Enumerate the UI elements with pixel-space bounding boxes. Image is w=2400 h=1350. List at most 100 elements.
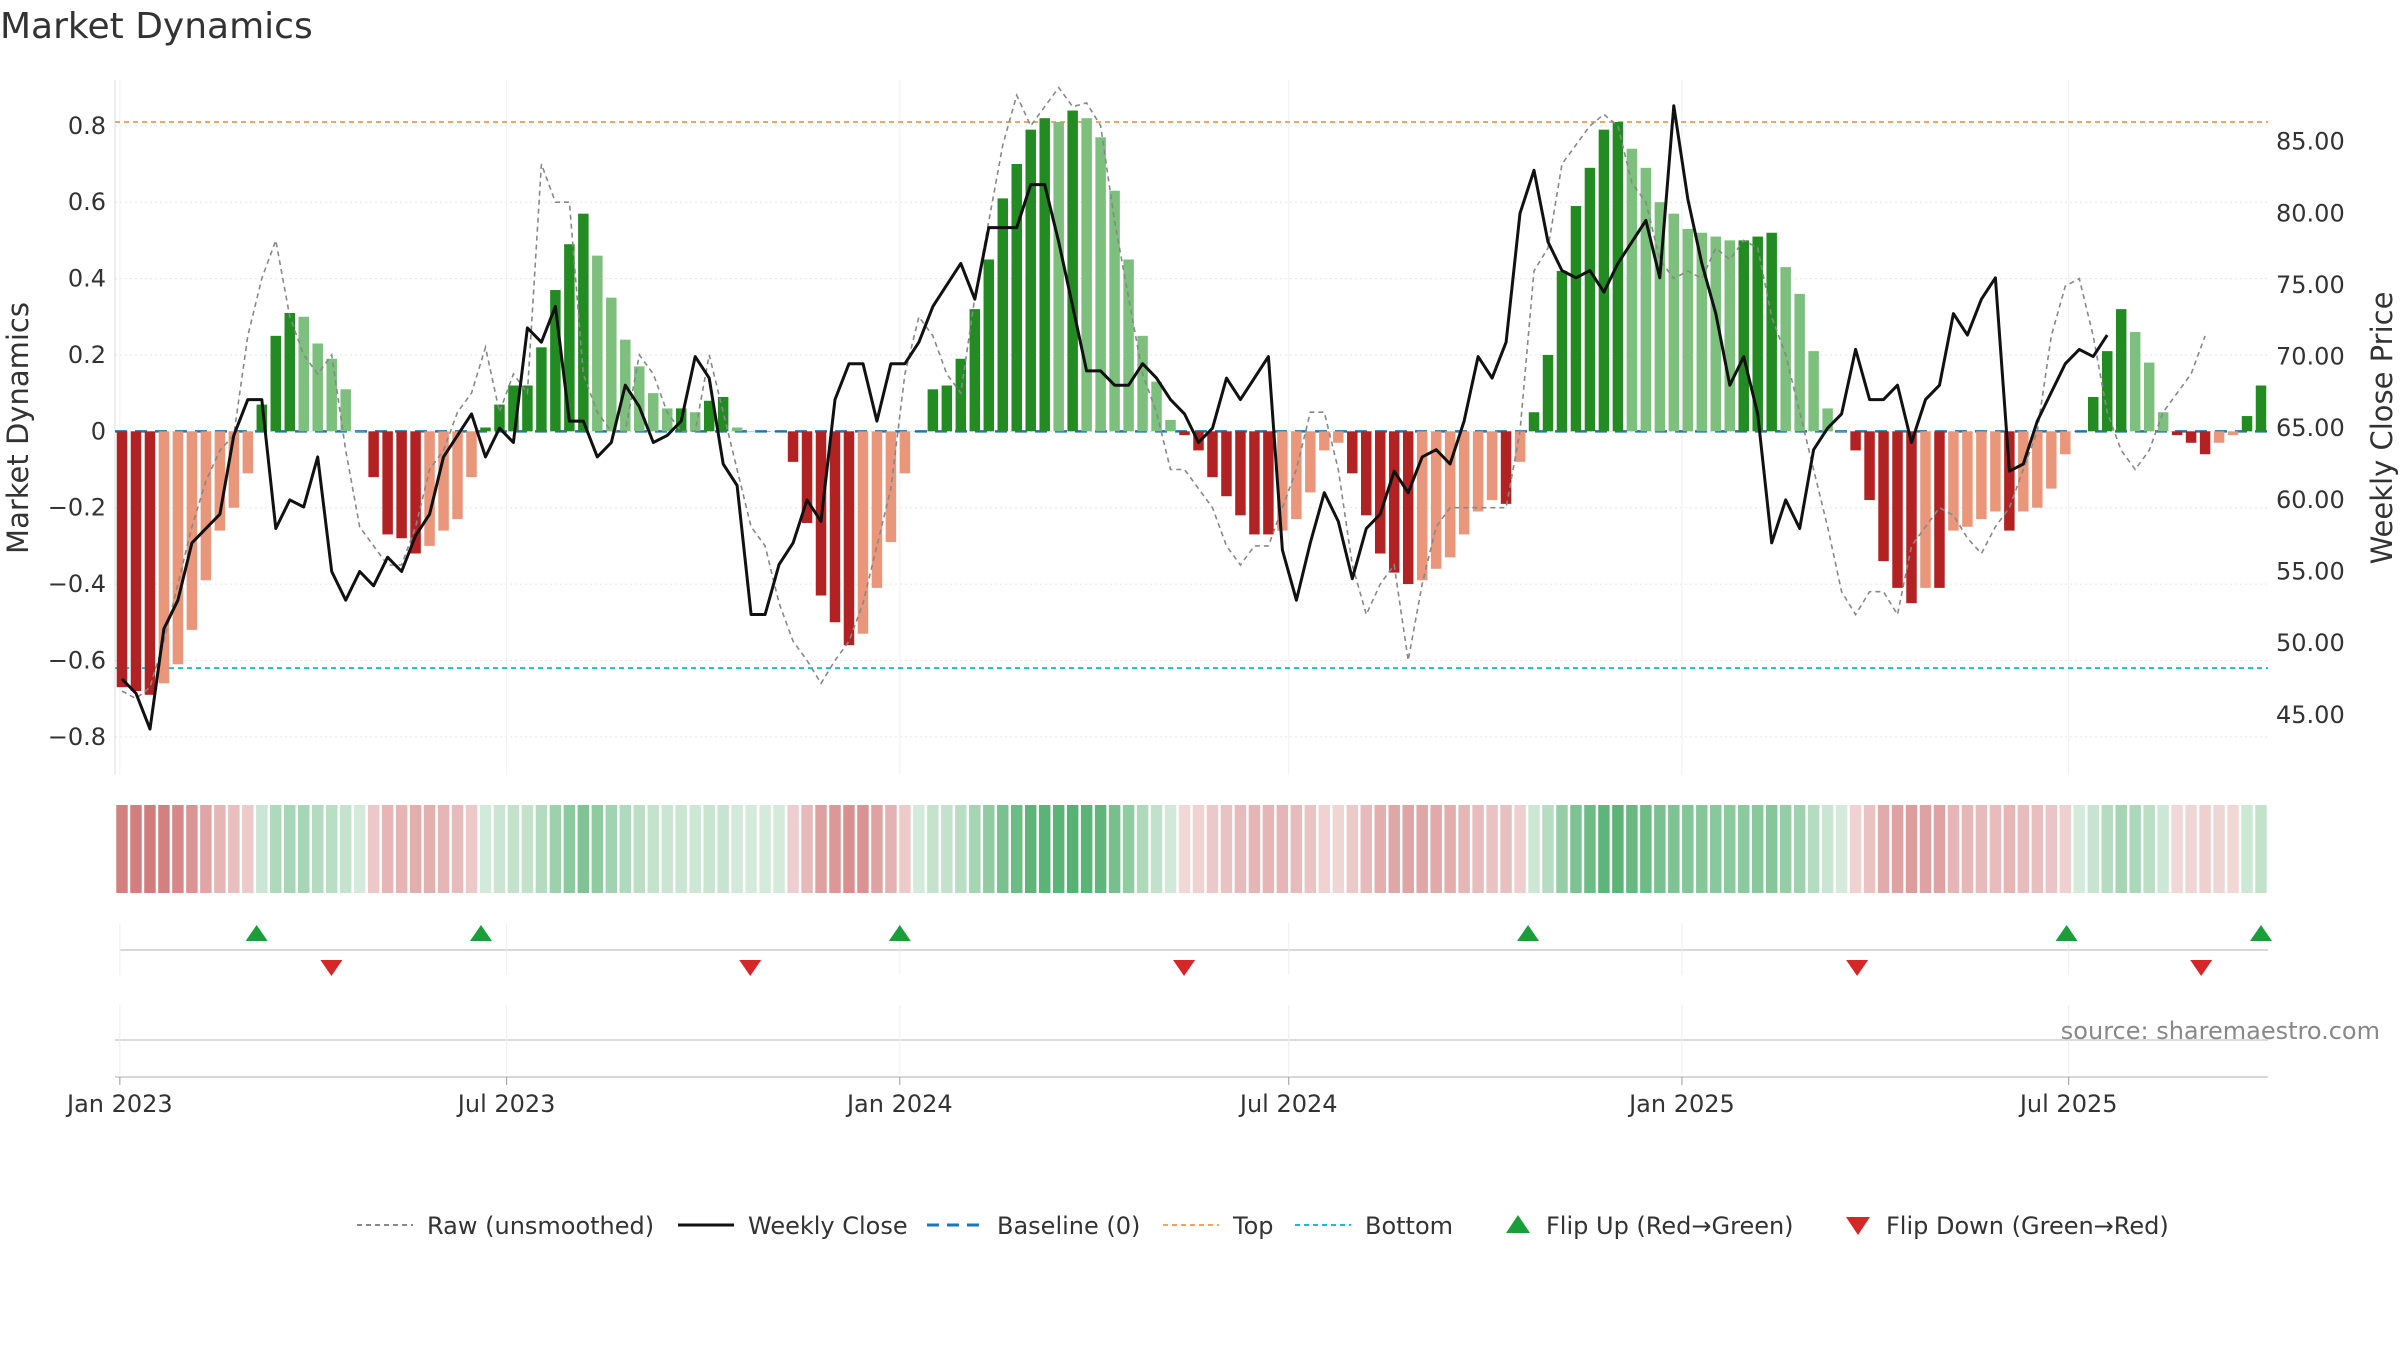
regime-cell xyxy=(1500,805,1512,893)
momentum-bar xyxy=(214,431,226,531)
momentum-bar xyxy=(2157,412,2169,432)
momentum-bar xyxy=(2129,332,2141,432)
flip-up-marker xyxy=(2055,925,2078,941)
legend-label: Flip Down (Green→Red) xyxy=(1886,1212,2169,1240)
momentum-bar xyxy=(116,431,128,688)
flip-up-marker xyxy=(1517,925,1540,941)
regime-cell xyxy=(829,805,841,893)
regime-cell xyxy=(2157,805,2169,893)
momentum-bar xyxy=(2199,431,2211,455)
momentum-bar xyxy=(801,431,813,523)
momentum-bar xyxy=(1221,431,1232,497)
regime-cell xyxy=(1696,805,1708,893)
momentum-bar xyxy=(1333,431,1344,443)
left-tick-label: −0.4 xyxy=(48,570,106,598)
momentum-bar xyxy=(550,290,561,432)
regime-cell xyxy=(1248,805,1261,893)
regime-cell xyxy=(2017,805,2030,893)
regime-cell xyxy=(1933,805,1946,893)
regime-cell xyxy=(507,805,520,893)
regime-cell xyxy=(1891,805,1904,893)
regime-cell xyxy=(1458,805,1470,893)
momentum-bar xyxy=(1486,431,1498,501)
regime-cell xyxy=(1737,805,1750,893)
regime-cell xyxy=(2031,805,2044,893)
regime-cell xyxy=(1793,805,1806,893)
regime-cell xyxy=(773,805,785,893)
regime-cell xyxy=(955,805,967,893)
momentum-bar xyxy=(1416,431,1428,581)
regime-cell xyxy=(1346,805,1359,893)
regime-cell xyxy=(228,805,240,893)
momentum-bar xyxy=(592,255,603,432)
regime-cell xyxy=(1668,805,1680,893)
flip-down-marker xyxy=(320,960,343,976)
regime-cell xyxy=(1332,805,1345,893)
regime-cell xyxy=(1318,805,1331,893)
momentum-bar xyxy=(1850,431,1861,451)
regime-cell xyxy=(2199,805,2211,893)
momentum-bar xyxy=(144,431,156,695)
legend: Raw (unsmoothed) Weekly Close Baseline (0)… xyxy=(357,1212,2169,1240)
bottom-panel xyxy=(115,1005,2268,1078)
momentum-bar xyxy=(648,393,659,432)
momentum-bar xyxy=(1472,431,1484,512)
regime-cell xyxy=(437,805,450,893)
regime-cell xyxy=(549,805,562,893)
momentum-bar xyxy=(1752,236,1763,432)
regime-cell xyxy=(1150,805,1163,893)
regime-cell xyxy=(1416,805,1428,893)
regime-cell xyxy=(703,805,715,893)
right-axis-label: Weekly Close Price xyxy=(2365,292,2399,565)
momentum-bar xyxy=(1794,293,1805,432)
regime-cell xyxy=(214,805,226,893)
regime-cell xyxy=(689,805,701,893)
regime-cell xyxy=(451,805,464,893)
regime-cell xyxy=(1011,805,1023,893)
regime-cell xyxy=(1136,805,1149,893)
momentum-bar xyxy=(1500,431,1512,504)
regime-cell xyxy=(116,805,128,893)
regime-cell xyxy=(1122,805,1135,893)
momentum-bar xyxy=(494,404,505,432)
momentum-bar xyxy=(955,358,967,432)
right-tick-label: 45.00 xyxy=(2276,701,2345,729)
momentum-bar xyxy=(661,408,673,432)
regime-cell xyxy=(367,805,380,893)
momentum-bar xyxy=(2227,431,2239,436)
x-tick-label: Jan 2025 xyxy=(1627,1090,1735,1118)
regime-cell xyxy=(731,805,743,893)
momentum-bar xyxy=(745,431,757,432)
momentum-bar xyxy=(522,385,533,432)
momentum-bar xyxy=(689,412,701,432)
regime-cell xyxy=(1598,805,1610,893)
legend-flip-up-swatch xyxy=(1506,1215,1530,1233)
regime-cell xyxy=(1066,805,1079,893)
right-y-axis: 85.00 80.00 75.00 70.00 65.00 60.00 55.00 50.00… xyxy=(2276,128,2345,729)
regime-cell xyxy=(2073,805,2085,893)
momentum-bar xyxy=(578,213,589,432)
regime-cell xyxy=(1989,805,2002,893)
momentum-bar xyxy=(1878,431,1889,562)
regime-cell xyxy=(717,805,729,893)
momentum-bar xyxy=(606,297,617,432)
regime-cell xyxy=(1584,805,1596,893)
regime-cell xyxy=(395,805,408,893)
regime-cell xyxy=(1626,805,1638,893)
momentum-bar xyxy=(1822,408,1833,432)
momentum-bar xyxy=(424,431,435,546)
regime-cell xyxy=(1094,805,1107,893)
right-tick-label: 80.00 xyxy=(2276,199,2345,227)
momentum-bar xyxy=(1654,202,1666,432)
momentum-bar xyxy=(1165,419,1176,432)
momentum-bar xyxy=(1025,129,1036,432)
regime-cell xyxy=(1192,805,1205,893)
momentum-bar xyxy=(1361,431,1372,516)
momentum-bar xyxy=(1053,122,1064,432)
momentum-bar xyxy=(1570,206,1582,432)
regime-cell xyxy=(2003,805,2016,893)
regime-cell xyxy=(997,805,1009,893)
price-series-layer xyxy=(120,104,2109,731)
momentum-bars xyxy=(116,110,2267,695)
momentum-bar xyxy=(2213,431,2225,443)
